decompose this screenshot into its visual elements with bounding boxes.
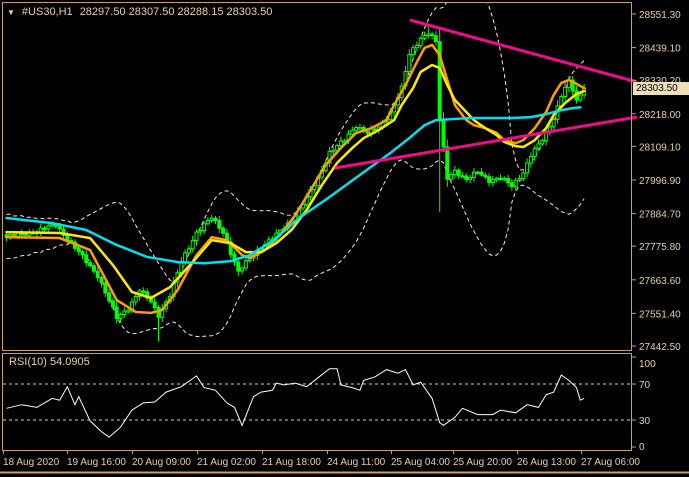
time-axis: 18 Aug 2020 19 Aug 16:00 20 Aug 09:00 21 Au… [3, 450, 640, 468]
svg-text:21 Aug 18:00: 21 Aug 18:00 [262, 457, 321, 468]
current-price-tag: 28303.50 [633, 82, 689, 95]
svg-text:27442.50: 27442.50 [639, 342, 681, 353]
svg-text:26 Aug 13:00: 26 Aug 13:00 [517, 457, 576, 468]
svg-text:28439.10: 28439.10 [639, 44, 681, 55]
svg-text:28551.30: 28551.30 [639, 10, 681, 21]
svg-text:27 Aug 06:00: 27 Aug 06:00 [581, 457, 640, 468]
symbol-timeframe: #US30,H1 [21, 6, 73, 18]
rsi-axis: 100 70 30 0 [631, 356, 656, 453]
dropdown-arrow-icon[interactable]: ▼ [7, 7, 15, 17]
svg-text:28109.10: 28109.10 [639, 142, 681, 153]
svg-text:19 Aug 16:00: 19 Aug 16:00 [67, 457, 126, 468]
quote-ohlc-values: 28297.50 28307.50 28288.15 28303.50 [79, 6, 273, 18]
svg-text:28218.00: 28218.00 [639, 110, 681, 121]
svg-text:24 Aug 11:00: 24 Aug 11:00 [327, 457, 386, 468]
svg-text:25 Aug 20:00: 25 Aug 20:00 [453, 457, 512, 468]
candlestick-series [4, 25, 587, 342]
bollinger-lower-band [6, 159, 585, 338]
svg-text:18 Aug 2020: 18 Aug 2020 [3, 457, 60, 468]
price-axis: 28551.30 28439.10 28330.20 28218.00 28109.10… [631, 10, 681, 353]
svg-text:27884.70: 27884.70 [639, 210, 681, 221]
ma-medium-line [5, 63, 586, 300]
trendline-descending-resistance[interactable] [409, 18, 638, 84]
ma-slow-line [5, 105, 582, 265]
svg-text:0: 0 [639, 442, 645, 453]
bollinger-bands [6, 3, 585, 338]
svg-text:27996.90: 27996.90 [639, 176, 681, 187]
svg-text:70: 70 [639, 380, 651, 391]
svg-text:100: 100 [639, 359, 656, 370]
rsi-panel-frame [2, 353, 632, 451]
svg-text:30: 30 [639, 416, 651, 427]
rsi-line [6, 368, 585, 438]
main-panel-frame [2, 2, 632, 351]
svg-text:27551.40: 27551.40 [639, 309, 681, 320]
svg-text:27663.60: 27663.60 [639, 276, 681, 287]
svg-text:28330.20: 28330.20 [639, 76, 681, 87]
svg-text:25 Aug 04:00: 25 Aug 04:00 [391, 457, 450, 468]
svg-text:27775.80: 27775.80 [639, 242, 681, 253]
svg-text:21 Aug 02:00: 21 Aug 02:00 [197, 457, 256, 468]
svg-text:20 Aug 09:00: 20 Aug 09:00 [132, 457, 191, 468]
trendline-ascending-support[interactable] [334, 115, 638, 170]
rsi-indicator-label: RSI(10) 54.0905 [9, 356, 90, 368]
chart-header: ▼ #US30,H1 28297.50 28307.50 28288.15 28… [7, 6, 272, 18]
ma-fast-line [5, 43, 586, 315]
